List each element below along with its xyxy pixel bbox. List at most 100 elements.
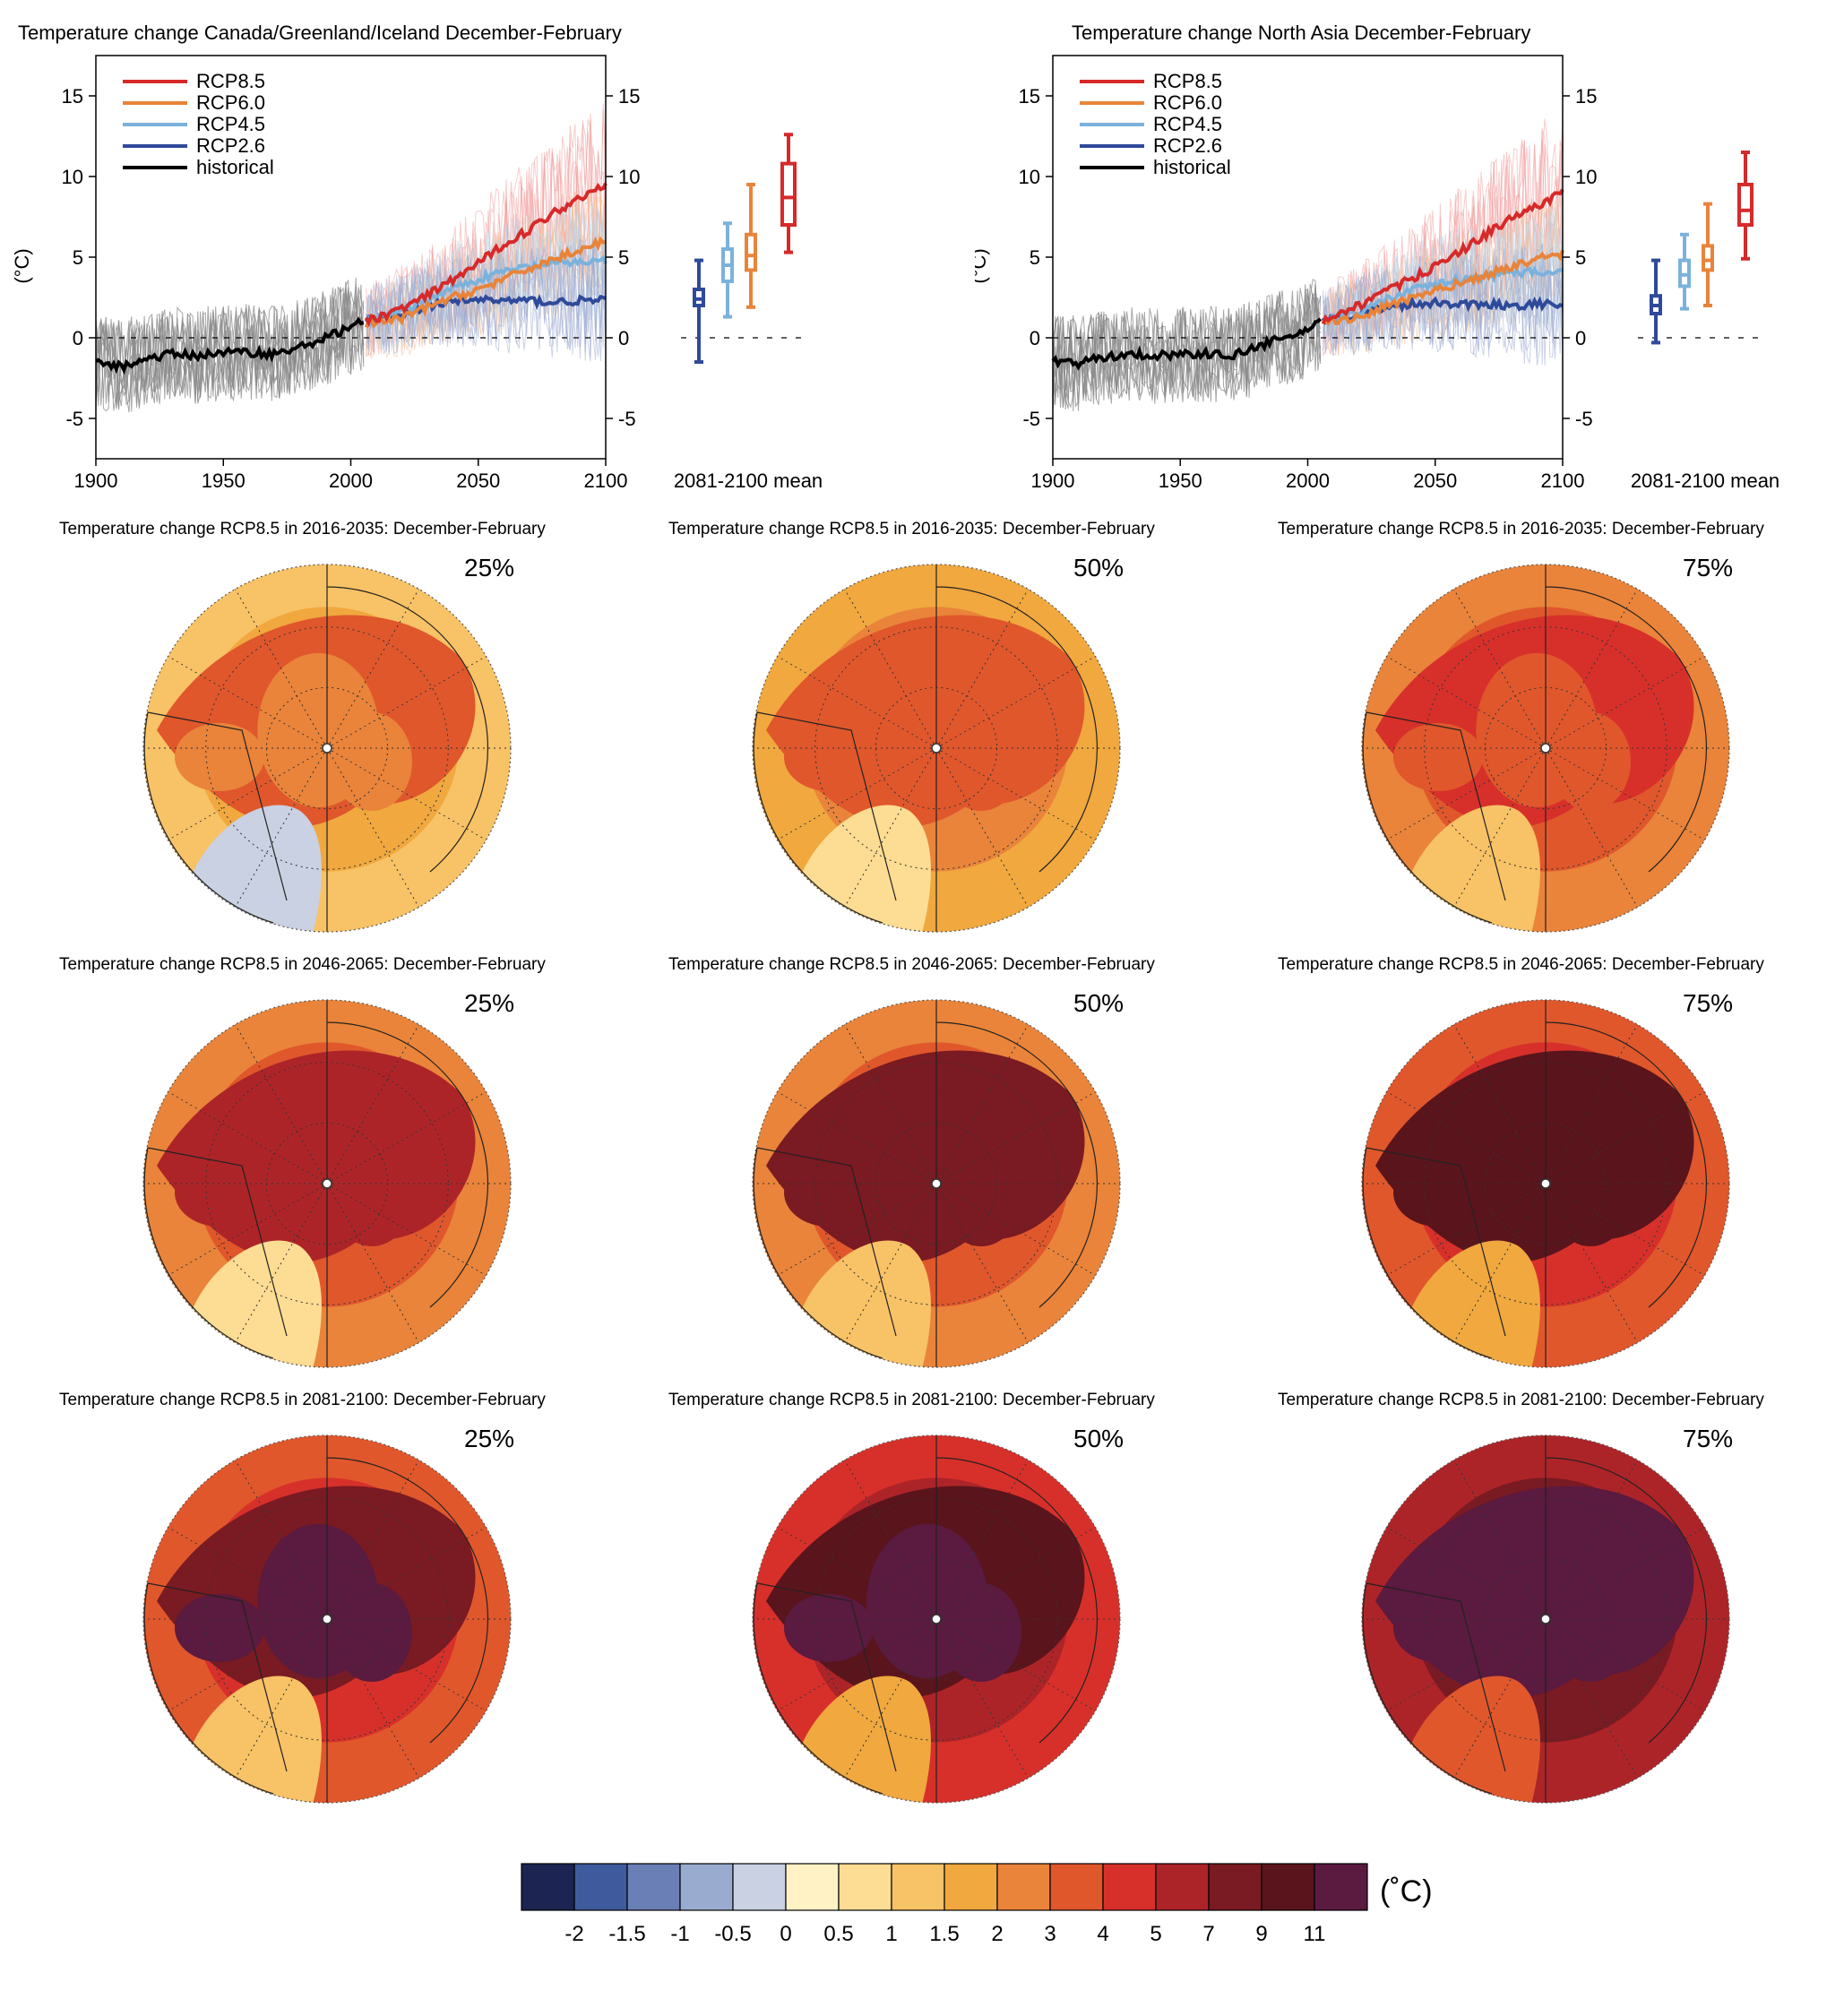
- meridian-line: [235, 1460, 328, 1620]
- meridian-line: [935, 1618, 1096, 1711]
- series-line-rcp45: [1322, 265, 1564, 327]
- legend-label: RCP2.6: [1153, 134, 1222, 157]
- timeseries-chart: 15 15 10 10 5 5 0 0 -5 -5 1900 1950 2000 2050 2100 (°C)…: [975, 55, 1779, 492]
- map-contour: [175, 1159, 264, 1227]
- colorbar-label: 11: [1304, 1922, 1326, 1946]
- series-line-rcp60: [1322, 249, 1564, 326]
- map-title: Temperature change RCP8.5 in 2016-2035: …: [1278, 520, 1764, 538]
- map-field: [1362, 1435, 1729, 1803]
- map-percentile: 75%: [1683, 554, 1734, 582]
- colorbar-label: -1: [670, 1922, 689, 1946]
- region-outline: [753, 1582, 897, 1795]
- map-title: Temperature change RCP8.5 in 2081-2100: …: [1278, 1391, 1764, 1409]
- map-title: Temperature change RCP8.5 in 2081-2100: …: [59, 1391, 546, 1409]
- polar-map: [1361, 564, 1730, 933]
- north-pole-marker: [1540, 1614, 1551, 1624]
- legend-label: RCP6.0: [1153, 91, 1222, 114]
- ensemble-line: [1053, 283, 1322, 410]
- map-panel: Temperature change RCP8.5 in 2016-2035: …: [609, 511, 1219, 946]
- map-panel: Temperature change RCP8.5 in 2046-2065: …: [1219, 946, 1828, 1382]
- y-tick-label: 0: [1575, 327, 1586, 349]
- y-tick-label: 5: [1575, 246, 1586, 269]
- meridian-line: [935, 747, 1029, 908]
- colorbar-label: 1.5: [929, 1922, 959, 1946]
- meridian-line: [1545, 1024, 1638, 1185]
- meridian-line: [844, 1183, 937, 1343]
- polar-map: [142, 564, 512, 933]
- meridian-line: [326, 1183, 419, 1343]
- meridian-line: [326, 1460, 419, 1620]
- legend-label: RCP8.5: [1153, 70, 1222, 92]
- map-boundary: [142, 564, 512, 933]
- meridian-line: [935, 656, 1096, 749]
- meridian-line: [777, 1183, 937, 1276]
- meridian-line: [1453, 589, 1547, 749]
- map-percentile: 75%: [1683, 1425, 1734, 1452]
- meridian-line: [844, 1024, 937, 1185]
- colorbar-swatch: [996, 1863, 1051, 1911]
- map-boundary: [1361, 1434, 1730, 1804]
- map-contour: [1550, 1583, 1631, 1682]
- meridian-line: [935, 1183, 1029, 1343]
- map-grid: Temperature change RCP8.5 in 2016-2035: …: [0, 511, 1844, 1819]
- meridian-line: [326, 747, 487, 840]
- meridian-line: [1545, 589, 1638, 749]
- map-panel: Temperature change RCP8.5 in 2046-2065: …: [0, 946, 609, 1382]
- meridian-line: [168, 1183, 328, 1276]
- meridian-line: [326, 1618, 487, 1711]
- legend-label: RCP8.5: [196, 70, 265, 92]
- meridian-line: [168, 747, 328, 840]
- y-tick-label: 10: [1575, 166, 1597, 188]
- meridian-line: [235, 1024, 328, 1185]
- colorbar-swatch: [1208, 1863, 1262, 1911]
- meridian-line: [935, 747, 1096, 840]
- map-boundary: [752, 564, 1121, 933]
- map-contour: [1393, 723, 1483, 791]
- colorbar-label: 0: [780, 1922, 791, 1946]
- map-boundary: [142, 999, 512, 1368]
- ensemble-line: [96, 293, 365, 412]
- map-contour: [941, 1148, 1021, 1246]
- map-contour: [1393, 1594, 1483, 1662]
- ensemble-line: [96, 286, 365, 411]
- map-boundary: [752, 999, 1121, 1368]
- map-contour: [941, 712, 1021, 811]
- map-title: Temperature change RCP8.5 in 2016-2035: …: [668, 520, 1155, 538]
- meridian-line: [1386, 1618, 1547, 1711]
- map-field: [753, 1435, 1120, 1803]
- meridian-line: [1545, 1527, 1705, 1620]
- boxplot-xlabel: 2081-2100 mean: [1631, 470, 1779, 492]
- boxplot-box: [1702, 244, 1714, 272]
- map-panel: Temperature change RCP8.5 in 2016-2035: …: [1219, 511, 1828, 946]
- legend-label: historical: [1153, 156, 1231, 178]
- meridian-line: [168, 1618, 328, 1711]
- map-field: [143, 1435, 511, 1803]
- polar-map: [752, 1434, 1121, 1804]
- y-tick-label: 0: [1030, 327, 1040, 349]
- meridian-line: [1386, 1183, 1547, 1276]
- meridian-line: [935, 1460, 1029, 1620]
- colorbar-swatch: [944, 1863, 998, 1911]
- y-tick-label: 15: [1575, 85, 1597, 108]
- meridian-line: [1545, 1091, 1705, 1185]
- polar-map: [1361, 1434, 1730, 1804]
- meridian-line: [1545, 1183, 1638, 1343]
- polar-map: [752, 564, 1121, 933]
- colorbar-swatch: [1049, 1863, 1104, 1911]
- map-contour: [1393, 1159, 1483, 1227]
- x-tick-label: 1950: [1159, 470, 1202, 492]
- y-axis-label: (°C): [11, 248, 33, 283]
- meridian-line: [1453, 1024, 1547, 1185]
- map-percentile: 50%: [1073, 1425, 1124, 1452]
- meridian-line: [935, 1091, 1096, 1185]
- north-pole-marker: [322, 743, 332, 754]
- north-pole-marker: [322, 1178, 332, 1189]
- colorbar-swatch: [1102, 1863, 1157, 1911]
- north-pole-marker: [931, 1614, 942, 1624]
- map-title: Temperature change RCP8.5 in 2046-2065: …: [59, 955, 546, 974]
- meridian-line: [1453, 1183, 1547, 1343]
- meridian-line: [935, 589, 1029, 749]
- map-contour: [1550, 1148, 1631, 1246]
- y-tick-label: 0: [73, 327, 83, 349]
- colorbar-swatch: [626, 1863, 681, 1911]
